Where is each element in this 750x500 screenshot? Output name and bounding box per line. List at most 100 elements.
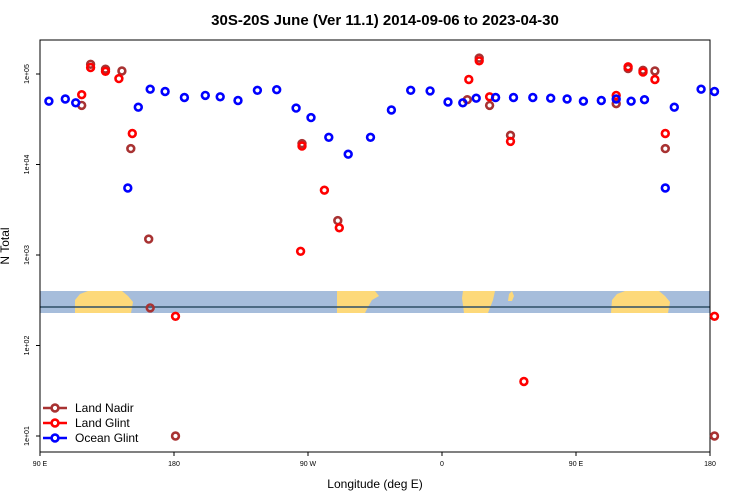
data-point	[127, 128, 138, 139]
data-point	[669, 102, 679, 112]
data-point	[660, 183, 670, 193]
data-point	[100, 66, 111, 77]
data-point	[528, 92, 538, 103]
x-tick-label: 180	[168, 461, 180, 468]
data-point	[343, 149, 353, 159]
data-point	[638, 67, 648, 77]
data-point	[471, 93, 481, 103]
data-point	[334, 223, 344, 233]
x-tick-label: 90 E	[33, 461, 48, 468]
data-point	[562, 94, 572, 104]
y-axis: 1e+01 1e+02 1e+03 1e+04 1e+05	[24, 64, 40, 446]
series-ocean-glint	[44, 84, 720, 193]
x-axis: 90 E 180 90 W 0 90 E 180	[33, 452, 716, 468]
legend-item: Land Nadir	[43, 401, 134, 415]
data-point	[490, 92, 501, 103]
x-tick-label: 180	[704, 461, 716, 468]
data-point	[505, 136, 516, 147]
data-point	[696, 84, 706, 94]
data-point	[611, 98, 621, 109]
series-land-glint	[76, 56, 720, 387]
map-strip	[40, 291, 710, 313]
data-point	[458, 98, 468, 108]
data-point	[123, 183, 133, 193]
data-point	[611, 90, 621, 101]
data-point	[623, 62, 633, 72]
data-point	[306, 112, 316, 123]
legend-label: Land Nadir	[75, 401, 134, 415]
data-point	[144, 234, 154, 244]
data-point	[114, 73, 124, 84]
legend-marker	[50, 418, 60, 428]
legend-marker	[50, 433, 60, 443]
legend-label: Land Glint	[75, 416, 130, 430]
chart-title: 30S-20S June (Ver 11.1) 2014-09-06 to 20…	[211, 12, 559, 29]
y-tick-label: 1e+01	[24, 426, 31, 446]
y-tick-label: 1e+03	[24, 245, 31, 265]
legend-item: Ocean Glint	[43, 431, 139, 445]
data-point	[545, 93, 556, 103]
y-tick-label: 1e+02	[24, 336, 31, 356]
data-point	[126, 143, 136, 154]
data-point	[117, 66, 127, 76]
data-point	[133, 102, 144, 112]
data-point	[660, 128, 670, 139]
data-point	[660, 143, 670, 154]
y-tick-label: 1e+04	[24, 155, 31, 175]
data-point	[650, 66, 660, 76]
data-point	[508, 92, 519, 103]
data-point	[85, 62, 96, 73]
data-point	[215, 92, 225, 102]
data-point	[650, 74, 660, 85]
y-axis-label: N Total	[0, 227, 12, 264]
data-point	[319, 185, 330, 195]
data-point	[70, 98, 81, 108]
data-point	[484, 100, 495, 111]
data-point	[639, 94, 650, 105]
data-point	[709, 86, 720, 97]
data-point	[272, 84, 282, 95]
x-tick-label: 0	[440, 461, 444, 468]
land-australia	[75, 291, 133, 313]
legend-item: Land Glint	[43, 416, 130, 430]
x-axis-label: Longitude (deg E)	[327, 477, 422, 491]
data-point	[386, 105, 397, 115]
data-point	[519, 376, 529, 387]
data-point	[709, 431, 720, 441]
data-point	[44, 96, 54, 106]
data-point	[145, 84, 155, 94]
data-point	[233, 95, 243, 106]
data-point	[60, 94, 71, 104]
legend-label: Ocean Glint	[75, 431, 139, 445]
series-land-nadir	[76, 53, 720, 441]
x-tick-label: 90 W	[300, 461, 317, 468]
data-point	[626, 96, 636, 106]
data-point	[297, 141, 307, 151]
data-point	[611, 94, 621, 104]
y-tick-label: 1e+05	[24, 64, 31, 84]
data-point	[170, 311, 181, 321]
data-point	[291, 103, 301, 113]
land-australia-repeat	[611, 291, 670, 313]
data-point	[464, 74, 474, 85]
legend-marker	[50, 403, 60, 413]
data-point	[160, 86, 170, 97]
data-point	[425, 86, 435, 96]
data-point	[474, 56, 484, 66]
data-point	[252, 85, 263, 96]
data-point	[170, 431, 181, 441]
data-point	[200, 90, 211, 101]
data-point	[145, 303, 155, 313]
land-madagascar	[508, 291, 514, 301]
data-point	[443, 97, 453, 107]
x-tick-label: 90 E	[569, 461, 584, 468]
data-point	[596, 95, 606, 106]
data-point	[333, 215, 343, 226]
data-point	[578, 96, 589, 106]
data-point	[179, 92, 190, 103]
data-point	[406, 85, 416, 96]
data-points	[44, 53, 720, 441]
data-point	[295, 246, 306, 257]
